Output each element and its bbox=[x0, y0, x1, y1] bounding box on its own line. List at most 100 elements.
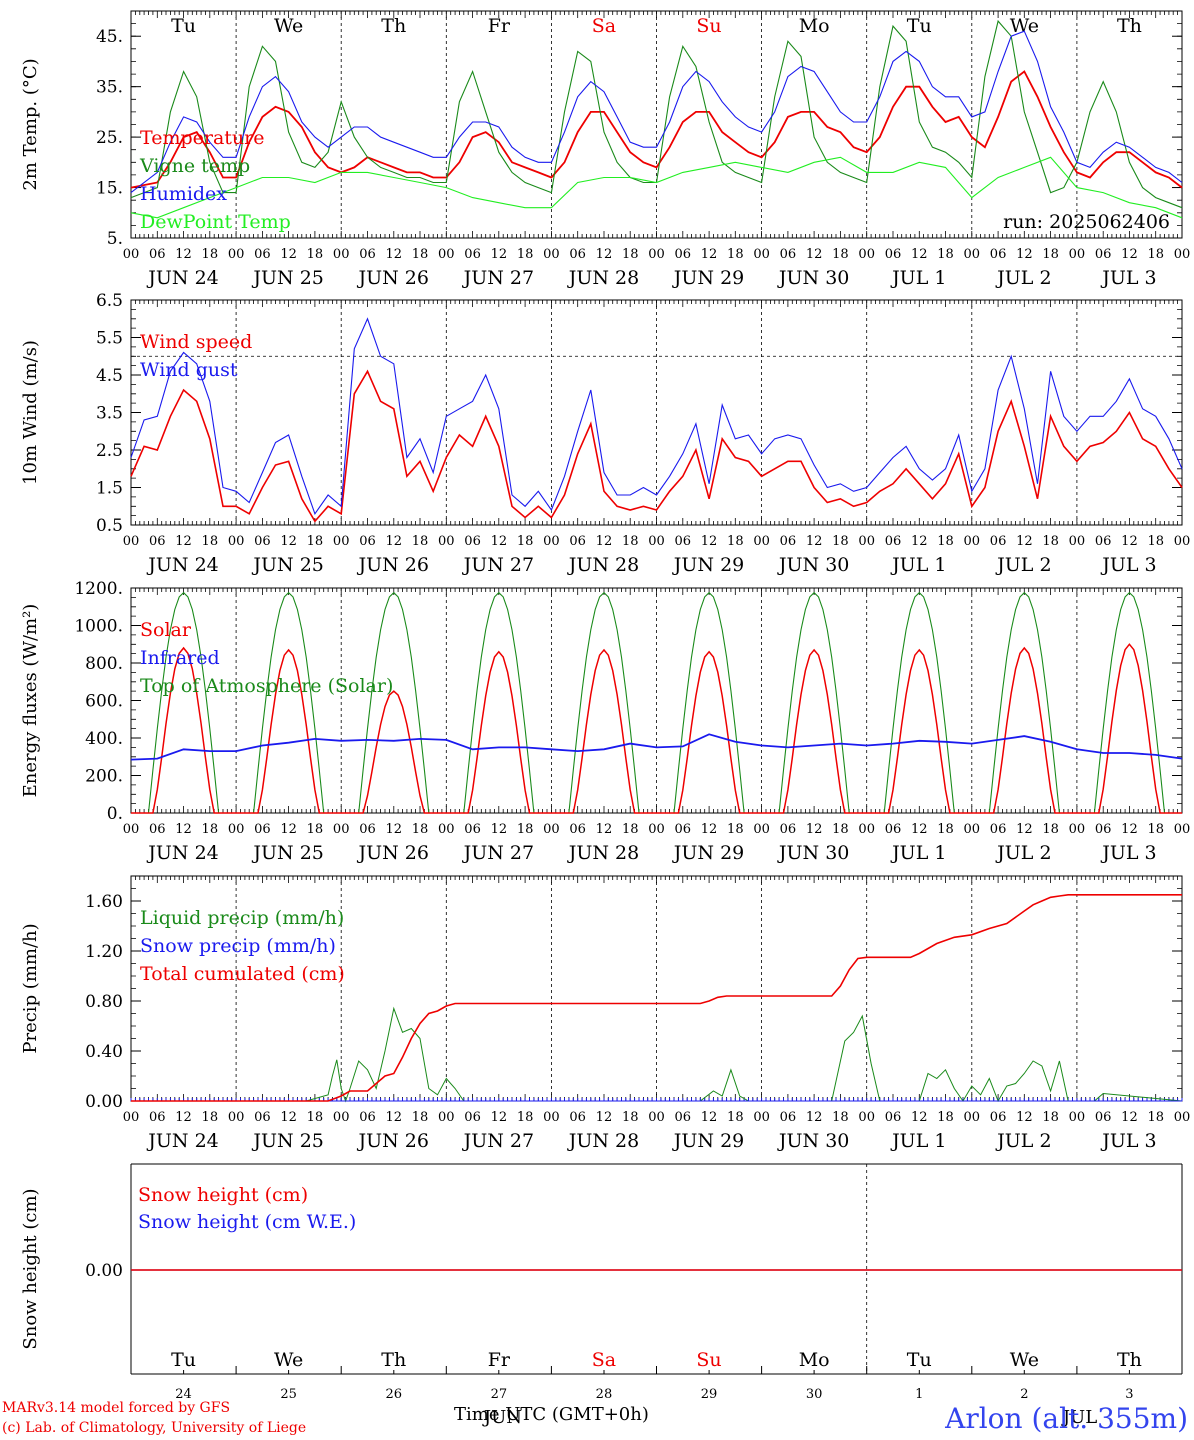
series-line bbox=[130, 19, 1183, 209]
hour-label: 18 bbox=[1042, 1110, 1059, 1125]
day-number-label: 1 bbox=[915, 1387, 923, 1402]
hour-label: 12 bbox=[596, 1110, 613, 1125]
hour-label: 12 bbox=[491, 1110, 508, 1125]
hour-label: 12 bbox=[491, 822, 508, 837]
day-number-label: 3 bbox=[1125, 1387, 1133, 1402]
hour-label: 18 bbox=[517, 534, 534, 549]
y-tick-label: 400. bbox=[85, 729, 123, 749]
date-label: JUN 27 bbox=[462, 267, 534, 289]
hour-label: 06 bbox=[569, 822, 586, 837]
hour-label: 00 bbox=[438, 534, 455, 549]
y-tick-label: 35. bbox=[96, 78, 123, 98]
date-label: JUN 24 bbox=[146, 842, 218, 864]
date-label: JUN 24 bbox=[146, 554, 218, 576]
date-label: JUL 3 bbox=[1100, 267, 1156, 289]
hour-label: 12 bbox=[385, 822, 402, 837]
y-tick-label: 1200. bbox=[74, 579, 123, 599]
hour-label: 00 bbox=[1069, 247, 1086, 262]
hour-label: 18 bbox=[622, 1110, 639, 1125]
hour-label: 12 bbox=[701, 822, 718, 837]
hour-label: 18 bbox=[937, 247, 954, 262]
hour-label: 06 bbox=[1095, 822, 1112, 837]
series-line bbox=[130, 733, 1183, 761]
hour-label: 06 bbox=[1095, 1110, 1112, 1125]
hour-label: 00 bbox=[228, 534, 245, 549]
date-label: JUN 27 bbox=[462, 1130, 534, 1152]
hour-label: 00 bbox=[438, 247, 455, 262]
hour-label: 12 bbox=[491, 534, 508, 549]
hour-label: 12 bbox=[280, 534, 297, 549]
day-number-label: 29 bbox=[701, 1387, 718, 1402]
hour-label: 06 bbox=[885, 534, 902, 549]
y-axis-label: Snow height (cm) bbox=[20, 1188, 41, 1349]
hour-label: 06 bbox=[780, 534, 797, 549]
hour-label: 12 bbox=[911, 534, 928, 549]
hour-label: 00 bbox=[123, 822, 140, 837]
weekday-label: Tu bbox=[907, 1349, 932, 1371]
hour-label: 06 bbox=[990, 534, 1007, 549]
x-ticks bbox=[130, 588, 1183, 813]
hour-label: 12 bbox=[385, 534, 402, 549]
hour-label: 12 bbox=[701, 534, 718, 549]
hour-label: 12 bbox=[911, 1110, 928, 1125]
hour-label: 12 bbox=[280, 247, 297, 262]
hour-label: 12 bbox=[806, 534, 823, 549]
hour-label: 18 bbox=[832, 822, 849, 837]
weekday-label: Su bbox=[696, 1349, 721, 1371]
hour-label: 18 bbox=[202, 1110, 219, 1125]
hour-label: 12 bbox=[385, 1110, 402, 1125]
y-tick-label: 200. bbox=[85, 767, 123, 787]
hour-label: 00 bbox=[1069, 1110, 1086, 1125]
hour-label: 00 bbox=[964, 822, 981, 837]
hour-label: 06 bbox=[675, 247, 692, 262]
hour-label: 06 bbox=[149, 247, 166, 262]
hour-label: 12 bbox=[1121, 534, 1138, 549]
day-number-label: 28 bbox=[596, 1387, 613, 1402]
date-label: JUN 28 bbox=[567, 267, 639, 289]
date-label: JUL 1 bbox=[890, 267, 946, 289]
hour-label: 00 bbox=[753, 247, 770, 262]
hour-label: 00 bbox=[858, 1110, 875, 1125]
hour-label: 18 bbox=[412, 1110, 429, 1125]
x-ticks bbox=[130, 300, 1183, 525]
date-label: JUN 25 bbox=[251, 842, 323, 864]
hour-label: 18 bbox=[1042, 534, 1059, 549]
weekday-label: Th bbox=[1117, 1349, 1142, 1371]
hour-label: 12 bbox=[806, 822, 823, 837]
y-axis-label: Precip (mm/h) bbox=[20, 923, 41, 1053]
hour-label: 00 bbox=[648, 822, 665, 837]
hour-label: 00 bbox=[1174, 247, 1191, 262]
date-label: JUN 25 bbox=[251, 1130, 323, 1152]
hour-label: 06 bbox=[1095, 247, 1112, 262]
legend-entry: DewPoint Temp bbox=[140, 211, 291, 233]
hour-label: 18 bbox=[517, 247, 534, 262]
hour-label: 06 bbox=[675, 1110, 692, 1125]
hour-label: 00 bbox=[1069, 822, 1086, 837]
legend-entry: Humidex bbox=[140, 183, 227, 205]
weekday-label: We bbox=[1010, 15, 1039, 37]
date-label: JUN 30 bbox=[777, 554, 849, 576]
x-axis-title: Time UTC (GMT+0h) bbox=[454, 1404, 649, 1425]
series-line bbox=[130, 70, 1183, 189]
hour-label: 06 bbox=[464, 247, 481, 262]
hour-label: 00 bbox=[333, 534, 350, 549]
hour-label: 12 bbox=[1016, 247, 1033, 262]
hour-label: 18 bbox=[1147, 1110, 1164, 1125]
day-number-label: 27 bbox=[491, 1387, 508, 1402]
y-tick-label: 0. bbox=[107, 804, 123, 824]
weekday-label: We bbox=[274, 1349, 303, 1371]
hour-label: 00 bbox=[228, 822, 245, 837]
weekday-label: Tu bbox=[907, 15, 932, 37]
hour-label: 18 bbox=[622, 822, 639, 837]
hour-label: 06 bbox=[254, 1110, 271, 1125]
hour-label: 18 bbox=[727, 247, 744, 262]
credit-lab: (c) Lab. of Climatology, University of L… bbox=[2, 1420, 307, 1436]
y-tick-label: 25. bbox=[96, 128, 123, 148]
y-minor-ticks bbox=[131, 587, 1182, 814]
hour-label: 18 bbox=[202, 247, 219, 262]
hour-label: 06 bbox=[1095, 534, 1112, 549]
legend-entry: Temperature bbox=[140, 127, 264, 149]
hour-label: 12 bbox=[701, 1110, 718, 1125]
legend-entry: Wind speed bbox=[140, 331, 252, 353]
hour-label: 18 bbox=[307, 534, 324, 549]
